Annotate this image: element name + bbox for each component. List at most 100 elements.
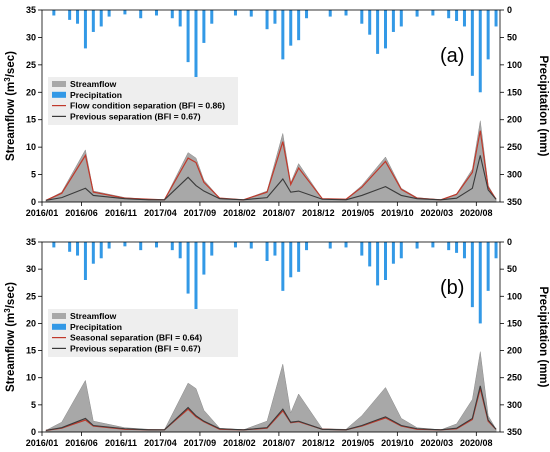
precip-bar [99, 10, 103, 27]
precip-bar [68, 242, 72, 252]
y-axis-right-a: 0 50 100 150 200 250 300 350 [500, 5, 522, 207]
y2-tick-label: 50 [507, 32, 517, 42]
precip-bar [344, 10, 348, 16]
precip-bar [76, 10, 80, 24]
ylabel-left-a-sup: 3 [3, 77, 12, 82]
precip-bar [399, 10, 403, 27]
precip-bar [155, 242, 158, 248]
legend-label: Previous separation (BFI = 0.67) [70, 343, 201, 353]
y-tick-label: 5 [31, 170, 36, 180]
y-tick-label: 0 [31, 197, 36, 207]
precip-bar [368, 242, 372, 267]
previous-separation-line [45, 155, 497, 201]
y2-tick-label: 300 [507, 400, 522, 410]
precip-bar [273, 242, 277, 256]
x-tick-label: 2016/06 [65, 208, 98, 218]
y-tick-label: 20 [26, 87, 36, 97]
precip-bar [297, 242, 301, 272]
y2-tick-label: 200 [507, 346, 522, 356]
precip-bar [202, 10, 206, 43]
x-tick-label: 2019/05 [342, 438, 375, 448]
x-tick-label: 2016/01 [26, 208, 59, 218]
legend-swatch [52, 81, 66, 87]
precip-bar [139, 242, 143, 251]
precip-bar [494, 10, 498, 27]
precip-bar [91, 10, 95, 32]
precip-bar [478, 10, 482, 93]
precip-bar [194, 10, 198, 93]
panel-b: 0 5 10 15 20 25 30 35 0 50 100 150 200 250 300 350 201… [3, 237, 549, 448]
x-tick-label: 2020/08 [460, 438, 493, 448]
y2-tick-label: 150 [507, 318, 522, 328]
precip-bar [249, 242, 253, 249]
y2-tick-label: 300 [507, 170, 522, 180]
precip-bar [107, 10, 111, 17]
y-tick-label: 25 [26, 60, 36, 70]
precip-bar [99, 242, 103, 259]
panel-label-b: (b) [440, 277, 464, 299]
x-tick-label: 2019/05 [342, 208, 375, 218]
legend-label: Streamflow [70, 79, 117, 89]
ylabel-left-b-sup: 3 [3, 308, 12, 313]
precip-bar [83, 10, 87, 49]
x-tick-label: 2017/09 [184, 208, 217, 218]
precip-bar [52, 242, 56, 248]
y-tick-label: 0 [31, 427, 36, 437]
precip-bar [123, 10, 127, 15]
precip-bar [376, 242, 380, 286]
precip-bar [273, 10, 277, 24]
precip-bar [447, 10, 451, 19]
y2-tick-label: 50 [507, 264, 517, 274]
y2-tick-label: 100 [507, 60, 522, 70]
y-tick-label: 35 [26, 237, 36, 247]
precip-bar [344, 242, 348, 248]
precip-bar [249, 10, 253, 17]
precip-bar [384, 242, 387, 280]
y-tick-label: 25 [26, 291, 36, 301]
precip-bar [91, 242, 95, 264]
precip-bar [233, 242, 237, 248]
x-tick-label: 2018/07 [263, 438, 296, 448]
y-axis-left-a: 0 5 10 15 20 25 30 35 [26, 5, 42, 207]
y-axis-right-b: 0 50 100 150 200 250 300 350 [500, 237, 522, 437]
y2-tick-label: 0 [507, 5, 512, 15]
precip-bar [486, 242, 490, 291]
legend-label: Seasonal separation (BFI = 0.64) [70, 333, 202, 343]
precip-bar [139, 10, 143, 19]
precip-bar [368, 10, 372, 35]
y-tick-label: 10 [26, 142, 36, 152]
precip-bar [360, 242, 364, 256]
precip-bar [265, 10, 269, 30]
ylabel-left-b: Streamflow (m3/sec) [3, 282, 17, 392]
previous-separation-line [45, 385, 497, 431]
y-tick-label: 15 [26, 115, 36, 125]
x-tick-label: 2018/02 [223, 438, 256, 448]
precip-bar [376, 10, 380, 54]
y-axis-left-b: 0 5 10 15 20 25 30 35 [26, 237, 42, 437]
ylabel-left-a-tail: /sec) [5, 51, 17, 77]
y2-tick-label: 200 [507, 115, 522, 125]
precip-bar [170, 10, 174, 19]
x-tick-label: 2019/10 [381, 208, 414, 218]
y-tick-label: 35 [26, 5, 36, 15]
precip-bar [281, 10, 285, 60]
precip-bar [178, 242, 182, 259]
y2-tick-label: 350 [507, 197, 522, 207]
precip-bar [178, 10, 182, 27]
precip-bar [455, 242, 459, 253]
precip-bar [470, 10, 474, 76]
legend-swatch [52, 313, 66, 319]
precip-bar [107, 242, 111, 249]
precip-bar [265, 242, 269, 261]
plot-frame-a [41, 9, 501, 203]
x-tick-label: 2016/01 [26, 438, 59, 448]
precip-bar [486, 10, 490, 60]
precip-bar [415, 242, 419, 249]
plot-frame-b [41, 241, 501, 433]
x-tick-label: 2018/07 [263, 208, 296, 218]
ylabel-left-b-tail: /sec) [5, 282, 17, 308]
data-layer-b [45, 242, 498, 433]
